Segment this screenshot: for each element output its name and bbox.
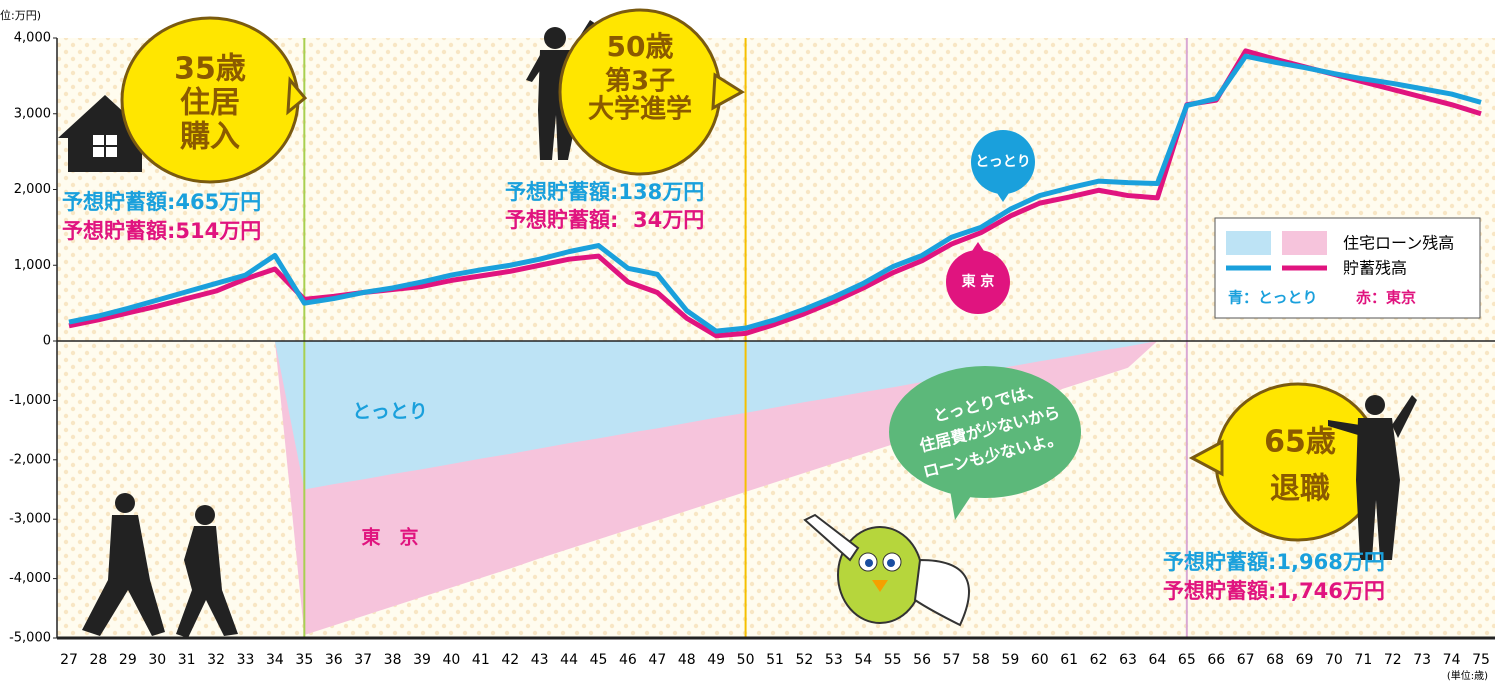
x-tick-label: 69	[1296, 652, 1314, 668]
x-tick-label: 38	[384, 652, 402, 668]
annotation: 予想貯蓄額:1,746万円	[1163, 579, 1385, 603]
annotation: 予想貯蓄額: 34万円	[505, 208, 704, 232]
x-tick-label: 41	[472, 652, 490, 668]
x-tick-label: 61	[1060, 652, 1078, 668]
x-tick-label: 40	[443, 652, 461, 668]
y-tick-label: -2,000	[9, 452, 51, 467]
x-tick-label: 37	[354, 652, 372, 668]
series-label: とっとり	[352, 401, 427, 423]
legend-swatch	[1226, 231, 1271, 255]
legend-swatch	[1282, 231, 1327, 255]
annotation: 退職	[1270, 472, 1330, 507]
x-tick-label: 48	[678, 652, 696, 668]
annotation: 50歳	[607, 30, 674, 63]
annotation: 大学進学	[588, 94, 692, 125]
x-tick-label: 47	[648, 652, 666, 668]
legend-note: 青：とっとり	[1228, 289, 1318, 307]
x-tick-label: 68	[1266, 652, 1284, 668]
x-tick-label: 36	[325, 652, 343, 668]
x-tick-label: 45	[590, 652, 608, 668]
x-tick-label: 54	[854, 652, 872, 668]
series-label: 東 京	[962, 273, 995, 290]
x-tick-label: 70	[1325, 652, 1343, 668]
x-tick-label: 55	[884, 652, 902, 668]
y-tick-label: 0	[43, 334, 51, 349]
x-tick-label: 27	[60, 652, 78, 668]
annotation: 65歳	[1264, 425, 1336, 460]
x-tick-label: 62	[1090, 652, 1108, 668]
x-tick-label: 44	[560, 652, 578, 668]
x-tick-label: 29	[119, 652, 137, 668]
annotation: 35歳	[174, 52, 246, 87]
x-tick-label: 63	[1119, 652, 1137, 668]
y-tick-label: -3,000	[9, 512, 51, 527]
series-label: 東 京	[361, 526, 418, 549]
annotation: 予想貯蓄額:514万円	[62, 219, 261, 243]
x-tick-label: 42	[501, 652, 519, 668]
y-axis-label: (単位:万円)	[0, 8, 41, 22]
x-tick-label: 64	[1149, 652, 1167, 668]
legend-note: 赤：東京	[1356, 289, 1416, 307]
x-tick-label: 46	[619, 652, 637, 668]
x-tick-label: 67	[1237, 652, 1255, 668]
x-tick-label: 65	[1178, 652, 1196, 668]
x-tick-label: 52	[796, 652, 814, 668]
x-tick-label: 73	[1413, 652, 1431, 668]
x-tick-label: 34	[266, 652, 284, 668]
annotation: 予想貯蓄額:138万円	[505, 180, 704, 204]
x-tick-label: 35	[295, 652, 313, 668]
chart: (単位:万円) (単位:歳) 4,000 3,000 2,000 1,000 0 -1,0…	[0, 0, 1503, 686]
callout-65	[1216, 384, 1380, 540]
x-tick-label: 57	[943, 652, 961, 668]
y-tick-label: 2,000	[14, 182, 51, 197]
x-tick-label: 66	[1207, 652, 1225, 668]
x-tick-label: 74	[1443, 652, 1461, 668]
x-tick-label: 49	[707, 652, 725, 668]
annotation: 予想貯蓄額:1,968万円	[1163, 550, 1385, 574]
y-tick-label: 1,000	[14, 258, 51, 273]
x-tick-label: 31	[178, 652, 196, 668]
y-tick-label: -1,000	[9, 393, 51, 408]
x-tick-label: 75	[1472, 652, 1490, 668]
x-tick-label: 30	[148, 652, 166, 668]
x-tick-label: 33	[237, 652, 255, 668]
x-tick-label: 56	[913, 652, 931, 668]
x-tick-label: 71	[1354, 652, 1372, 668]
legend-label: 住宅ローン残高	[1343, 234, 1454, 253]
x-tick-label: 72	[1384, 652, 1402, 668]
x-tick-label: 43	[531, 652, 549, 668]
annotation: 第3子	[605, 66, 675, 97]
x-tick-label: 58	[972, 652, 990, 668]
x-tick-label: 53	[825, 652, 843, 668]
x-tick-label: 28	[90, 652, 108, 668]
x-tick-label: 39	[413, 652, 431, 668]
x-tick-label: 51	[766, 652, 784, 668]
x-tick-label: 32	[207, 652, 225, 668]
annotation: 購入	[180, 120, 240, 155]
y-tick-label: 4,000	[14, 31, 51, 46]
x-tick-label: 60	[1031, 652, 1049, 668]
annotation: 予想貯蓄額:465万円	[62, 190, 261, 214]
y-tick-label: -4,000	[9, 571, 51, 586]
x-axis-label: (単位:歳)	[1447, 669, 1488, 682]
legend-label: 貯蓄残高	[1343, 259, 1407, 278]
x-tick-label: 59	[1001, 652, 1019, 668]
annotation: 住居	[180, 86, 240, 121]
series-label: とっとり	[975, 154, 1031, 170]
y-tick-label: 3,000	[14, 106, 51, 121]
y-tick-label: -5,000	[9, 631, 51, 646]
x-tick-label: 50	[737, 652, 755, 668]
